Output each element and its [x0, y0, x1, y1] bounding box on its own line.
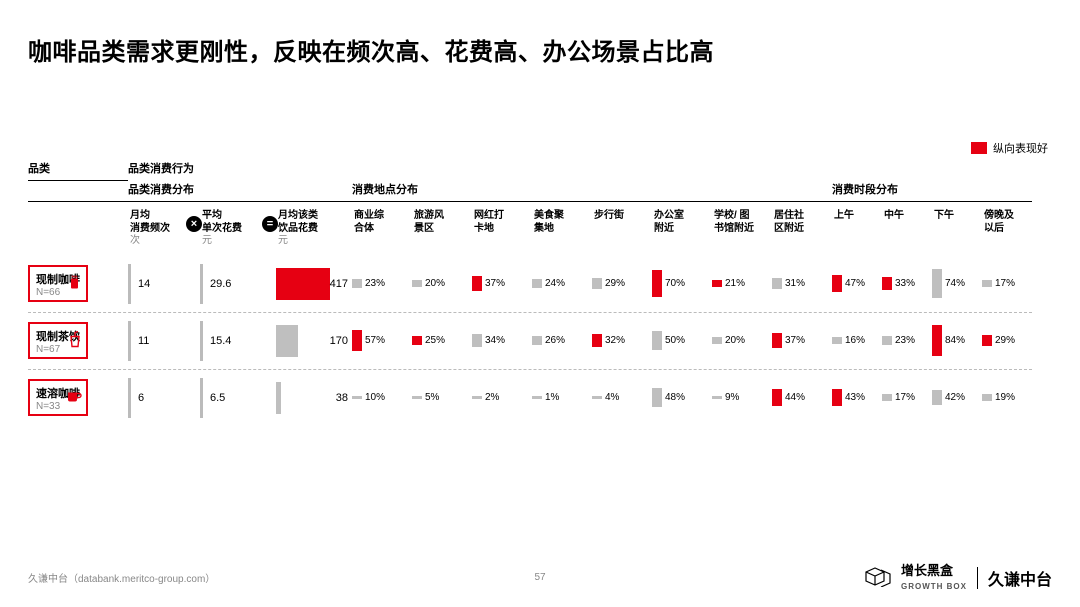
footer-page-number: 57 — [534, 572, 545, 583]
row-label-1: 现制茶饮N=67 — [28, 313, 128, 369]
loc-cell-0-4: 29% — [592, 256, 652, 312]
row-label-2: 速溶咖啡N=33 — [28, 370, 128, 426]
loc-cell-2-6: 9% — [712, 370, 772, 426]
loc-cell-2-1: 5% — [412, 370, 472, 426]
freq-cell-2: 6 — [128, 370, 200, 426]
subhdr-spend-2: 月均该类 饮品花费元 — [276, 202, 352, 256]
time-cell-0-11: 17% — [982, 256, 1032, 312]
row-icon-cup-straw — [68, 330, 82, 351]
time-cell-0-9: 33% — [882, 256, 932, 312]
loc-cell-2-5: 48% — [652, 370, 712, 426]
brand1-en: GROWTH BOX — [901, 583, 967, 591]
section-spacer — [28, 181, 128, 202]
footer-brand: 增长黑盒 GROWTH BOX 久谦中台 — [863, 564, 1052, 591]
subhdr-spend-0: 月均 消费频次次× — [128, 202, 200, 256]
section-spend: 品类消费分布 — [128, 181, 352, 202]
subhdr-loc-1: 旅游风 景区 — [412, 202, 472, 256]
data-grid: 品类品类消费行为品类消费分布消费地点分布消费时段分布月均 消费频次次×平均 单次… — [28, 160, 1052, 426]
time-cell-0-10: 74% — [932, 256, 982, 312]
avg-cell-0: 29.6 — [200, 256, 276, 312]
subhdr-loc-5: 办公室 附近 — [652, 202, 712, 256]
time-cell-0-8: 47% — [832, 256, 882, 312]
subhdr-loc-7: 居住社 区附近 — [772, 202, 832, 256]
loc-cell-1-6: 20% — [712, 313, 772, 369]
time-cell-2-9: 17% — [882, 370, 932, 426]
loc-cell-0-3: 24% — [532, 256, 592, 312]
loc-cell-1-1: 25% — [412, 313, 472, 369]
subhdr-time-2: 下午 — [932, 202, 982, 256]
subhdr-loc-6: 学校/ 图 书馆附近 — [712, 202, 772, 256]
total-cell-1: 170 — [276, 313, 352, 369]
subhdr-loc-0: 商业综 合体 — [352, 202, 412, 256]
legend: 纵向表现好 — [971, 140, 1048, 156]
loc-cell-0-2: 37% — [472, 256, 532, 312]
avg-cell-1: 15.4 — [200, 313, 276, 369]
subhdr-rowlabel — [28, 202, 128, 256]
loc-cell-2-3: 1% — [532, 370, 592, 426]
section-location: 消费地点分布 — [352, 181, 832, 202]
freq-cell-1: 11 — [128, 313, 200, 369]
loc-cell-2-7: 44% — [772, 370, 832, 426]
footer: 久谦中台（databank.meritco-group.com） 57 增长黑盒… — [28, 564, 1052, 591]
subhdr-loc-3: 美食聚 集地 — [532, 202, 592, 256]
freq-cell-0: 14 — [128, 256, 200, 312]
loc-cell-1-7: 37% — [772, 313, 832, 369]
row-label-header: 品类 — [28, 160, 128, 181]
time-cell-1-8: 16% — [832, 313, 882, 369]
subhdr-spend-1: 平均 单次花费元= — [200, 202, 276, 256]
brand-divider — [977, 567, 978, 589]
section-time: 消费时段分布 — [832, 181, 1032, 202]
total-cell-2: 38 — [276, 370, 352, 426]
time-cell-1-11: 29% — [982, 313, 1032, 369]
loc-cell-1-4: 32% — [592, 313, 652, 369]
loc-cell-0-6: 21% — [712, 256, 772, 312]
loc-cell-2-0: 10% — [352, 370, 412, 426]
total-cell-0: 417 — [276, 256, 352, 312]
loc-cell-1-2: 34% — [472, 313, 532, 369]
time-cell-2-8: 43% — [832, 370, 882, 426]
subhdr-loc-4: 步行街 — [592, 202, 652, 256]
brand2: 久谦中台 — [988, 566, 1052, 590]
row-icon-cup-hot — [68, 273, 82, 294]
row-label-0: 现制咖啡N=66 — [28, 256, 128, 312]
time-cell-2-10: 42% — [932, 370, 982, 426]
loc-cell-1-5: 50% — [652, 313, 712, 369]
loc-cell-0-7: 31% — [772, 256, 832, 312]
loc-cell-1-3: 26% — [532, 313, 592, 369]
brand1-cn: 增长黑盒 — [901, 564, 953, 577]
page-title: 咖啡品类需求更刚性，反映在频次高、花费高、办公场景占比高 — [28, 32, 1052, 67]
subhdr-loc-2: 网红打 卡地 — [472, 202, 532, 256]
loc-cell-2-2: 2% — [472, 370, 532, 426]
section-top-label: 品类消费行为 — [128, 160, 1032, 181]
legend-swatch — [971, 142, 987, 154]
loc-cell-1-0: 57% — [352, 313, 412, 369]
subhdr-time-0: 上午 — [832, 202, 882, 256]
loc-cell-0-0: 23% — [352, 256, 412, 312]
loc-cell-0-1: 20% — [412, 256, 472, 312]
row-icon-mug — [66, 389, 82, 406]
loc-cell-2-4: 4% — [592, 370, 652, 426]
time-cell-2-11: 19% — [982, 370, 1032, 426]
time-cell-1-9: 23% — [882, 313, 932, 369]
footer-left: 久谦中台（databank.meritco-group.com） — [28, 570, 215, 585]
avg-cell-2: 6.5 — [200, 370, 276, 426]
legend-label: 纵向表现好 — [993, 140, 1048, 156]
loc-cell-0-5: 70% — [652, 256, 712, 312]
growthbox-logo-icon — [863, 565, 891, 590]
time-cell-1-10: 84% — [932, 313, 982, 369]
subhdr-time-3: 傍晚及 以后 — [982, 202, 1032, 256]
subhdr-time-1: 中午 — [882, 202, 932, 256]
